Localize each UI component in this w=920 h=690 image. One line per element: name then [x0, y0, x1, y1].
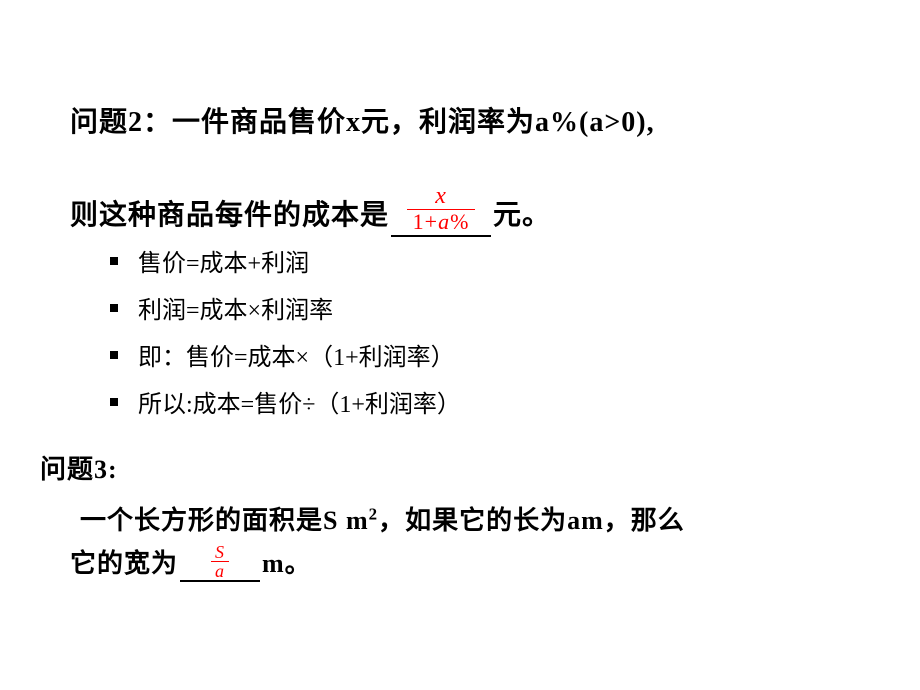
list-item: 即：售价=成本×（1+利润率）: [110, 337, 870, 372]
question3-head: 问题3:: [40, 449, 870, 486]
question3-line1: 一个长方形的面积是S m2，如果它的长为am，那么: [80, 500, 870, 537]
q2-frac-den: 1+a%: [407, 209, 476, 233]
q2-den-pct: %: [450, 209, 469, 234]
question2-line1: 问题2：一件商品售价x元，利润率为a%(a>0),: [70, 100, 870, 140]
question3-line2: 它的宽为 S a m。: [70, 541, 870, 580]
q3-l1-b: ，如果它的长为am，那么: [378, 506, 685, 535]
q3-l2-post: m。: [262, 543, 312, 580]
question2-line2: 则这种商品每件的成本是 x 1+a% 元。: [70, 180, 870, 233]
bullet-icon: [110, 351, 118, 359]
list-item: 售价=成本+利润: [110, 243, 870, 278]
bullet-icon: [110, 304, 118, 312]
bullet-icon: [110, 398, 118, 406]
q3-fraction: S a: [211, 543, 229, 580]
list-item: 所以:成本=售价÷（1+利润率）: [110, 384, 870, 419]
q2-fraction: x 1+a%: [407, 184, 476, 233]
q2-line2-post: 元。: [493, 193, 551, 233]
bullet-text: 所以:成本=售价÷（1+利润率）: [138, 384, 461, 419]
bullet-text: 售价=成本+利润: [138, 243, 309, 278]
bullet-text: 利润=成本×利润率: [138, 290, 333, 325]
q3-sup: 2: [369, 505, 378, 524]
list-item: 利润=成本×利润率: [110, 290, 870, 325]
q2-blank: x 1+a%: [391, 184, 491, 237]
q2-den-a: a: [438, 209, 450, 234]
q2-den-plus: +: [425, 209, 438, 234]
q2-frac-num: x: [429, 184, 453, 209]
q3-l2-pre: 它的宽为: [70, 543, 178, 580]
q3-l1-a: 一个长方形的面积是S m: [80, 506, 369, 535]
bullet-icon: [110, 257, 118, 265]
q3-frac-den: a: [211, 561, 229, 580]
q2-den-1: 1: [413, 209, 425, 234]
q2-line2-pre: 则这种商品每件的成本是: [70, 193, 389, 233]
q3-frac-num: S: [211, 543, 229, 561]
bullet-text: 即：售价=成本×（1+利润率）: [138, 337, 455, 372]
q3-blank: S a: [180, 543, 260, 582]
bullet-list: 售价=成本+利润 利润=成本×利润率 即：售价=成本×（1+利润率） 所以:成本…: [110, 243, 870, 419]
